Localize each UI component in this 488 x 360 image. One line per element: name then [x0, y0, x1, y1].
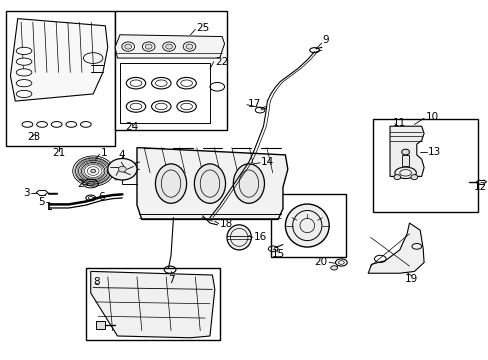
Text: 21: 21 [52, 148, 65, 158]
Ellipse shape [91, 169, 95, 173]
Text: 11: 11 [392, 118, 405, 128]
Text: 6: 6 [98, 192, 104, 202]
Polygon shape [10, 19, 107, 101]
Text: 1: 1 [100, 148, 107, 158]
Polygon shape [137, 148, 287, 220]
Ellipse shape [226, 225, 251, 250]
Bar [115, 12, 226, 130]
Polygon shape [389, 126, 423, 176]
Ellipse shape [16, 80, 32, 87]
Ellipse shape [394, 167, 415, 179]
Ellipse shape [145, 44, 152, 49]
Ellipse shape [194, 164, 225, 203]
Ellipse shape [16, 69, 32, 76]
Ellipse shape [16, 90, 32, 98]
Text: 12: 12 [472, 182, 486, 192]
Text: 19: 19 [405, 274, 418, 284]
Text: 17: 17 [247, 99, 261, 109]
Ellipse shape [233, 164, 264, 203]
Ellipse shape [186, 44, 193, 49]
Ellipse shape [285, 204, 328, 247]
Ellipse shape [155, 164, 186, 203]
Text: 9: 9 [322, 35, 329, 45]
Bar [86, 268, 219, 339]
Polygon shape [367, 223, 423, 273]
Text: 13: 13 [427, 147, 440, 157]
Ellipse shape [118, 166, 126, 172]
Ellipse shape [330, 266, 337, 270]
Text: 24: 24 [124, 122, 138, 132]
Ellipse shape [165, 44, 172, 49]
Text: 23: 23 [27, 132, 41, 142]
Bar [372, 119, 477, 212]
Polygon shape [401, 155, 408, 166]
Bar [270, 194, 346, 257]
Text: 25: 25 [196, 23, 209, 33]
Text: 5: 5 [38, 197, 44, 207]
Bar [5, 12, 115, 146]
Ellipse shape [410, 175, 417, 180]
Text: 8: 8 [93, 277, 100, 287]
Polygon shape [115, 35, 224, 58]
Polygon shape [91, 271, 214, 338]
Text: 4: 4 [118, 150, 124, 160]
Text: 16: 16 [253, 232, 266, 242]
Ellipse shape [107, 158, 137, 180]
Text: 7: 7 [167, 275, 174, 285]
Text: 18: 18 [219, 219, 232, 229]
Ellipse shape [124, 44, 131, 49]
Ellipse shape [16, 47, 32, 54]
Ellipse shape [393, 175, 400, 180]
Polygon shape [95, 320, 105, 329]
Bar [120, 63, 209, 123]
Text: 2: 2 [77, 179, 83, 189]
Text: 22: 22 [214, 57, 227, 67]
Text: 3: 3 [23, 188, 30, 198]
Ellipse shape [16, 58, 32, 65]
Text: 14: 14 [261, 157, 274, 167]
Ellipse shape [401, 149, 408, 155]
Text: 15: 15 [272, 248, 285, 258]
Text: 10: 10 [425, 112, 438, 122]
Text: 20: 20 [314, 257, 327, 267]
